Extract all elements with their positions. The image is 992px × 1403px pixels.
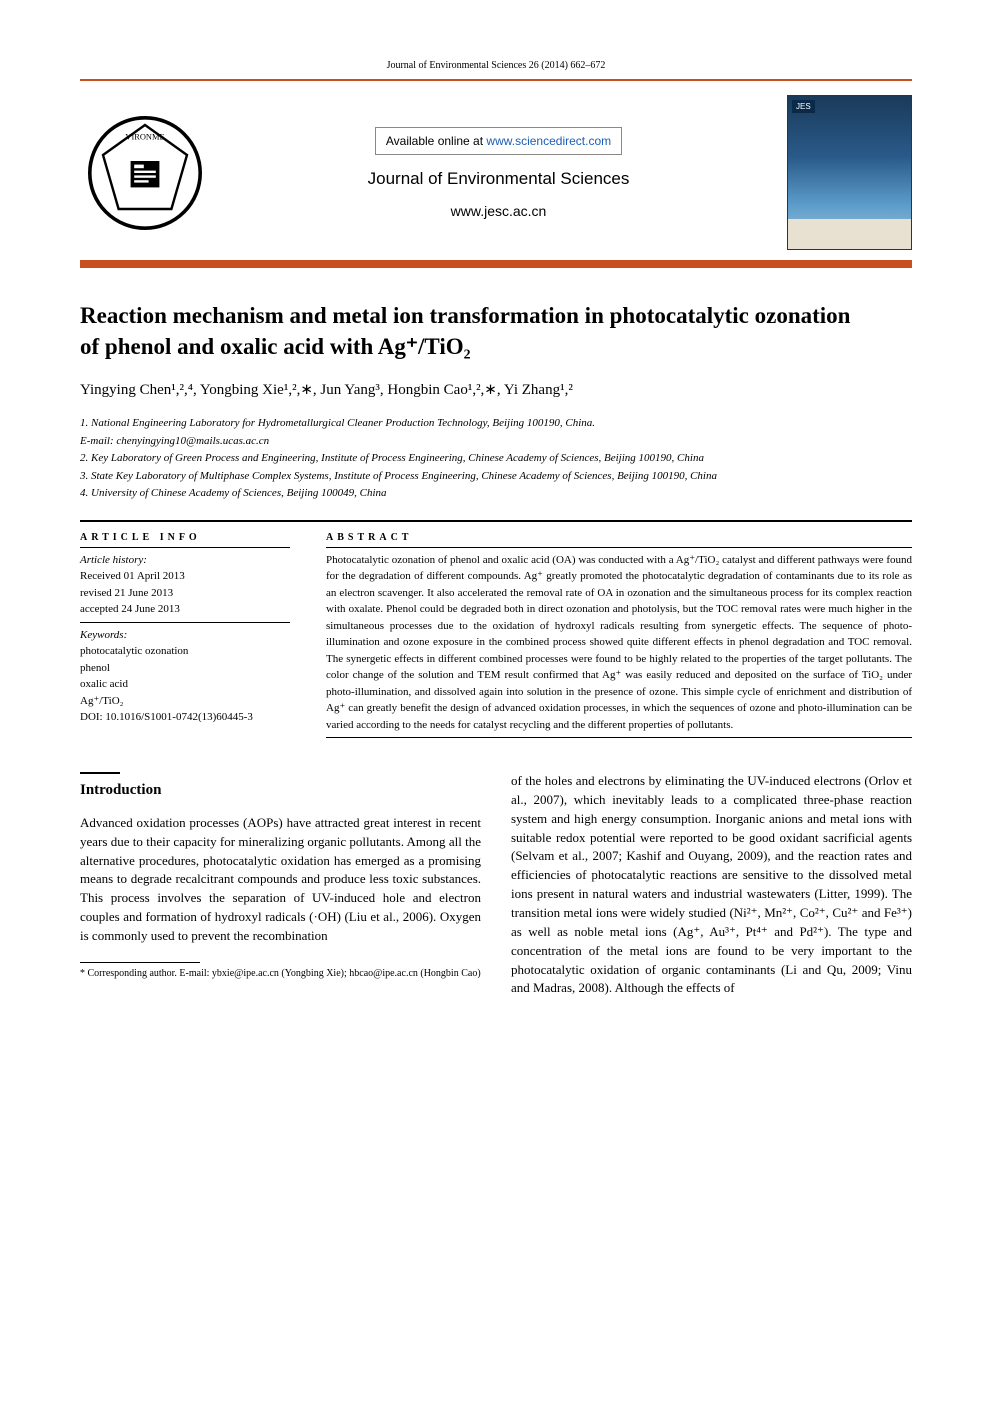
abstract-bottom-rule (326, 737, 912, 738)
journal-cover-thumbnail: JES (787, 95, 912, 250)
author-list: Yingying Chen¹,²,⁴, Yongbing Xie¹,²,∗, J… (80, 380, 912, 399)
article-title: Reaction mechanism and metal ion transfo… (80, 300, 912, 362)
title-line-1: Reaction mechanism and metal ion transfo… (80, 303, 850, 328)
footnote-rule (80, 962, 200, 963)
affiliation-3: 3. State Key Laboratory of Multiphase Co… (80, 468, 912, 485)
affiliations: 1. National Engineering Laboratory for H… (80, 415, 912, 502)
intro-rule (80, 772, 120, 774)
keywords-title: Keywords: (80, 627, 290, 644)
body-columns: Introduction Advanced oxidation processe… (80, 772, 912, 998)
corresponding-email: E-mail: chenyingying10@mails.ucas.ac.cn (80, 433, 912, 450)
history-accepted: accepted 24 June 2013 (80, 601, 290, 618)
journal-name: Journal of Environmental Sciences (230, 169, 767, 189)
seal-icon: VIRONME (85, 113, 205, 233)
available-prefix: Available online at (386, 134, 487, 148)
running-header: Journal of Environmental Sciences 26 (20… (80, 60, 912, 71)
affiliation-1: 1. National Engineering Laboratory for H… (80, 415, 912, 432)
abstract-text: Photocatalytic ozonation of phenol and o… (326, 547, 912, 734)
journal-site: www.jesc.ac.cn (230, 203, 767, 219)
info-abstract-row: ARTICLE INFO Article history: Received 0… (80, 532, 912, 739)
keyword-1: photocatalytic ozonation (80, 643, 290, 660)
introduction-heading: Introduction (80, 780, 481, 802)
corresponding-footnote: * Corresponding author. E-mail: ybxie@ip… (80, 967, 481, 981)
intro-paragraph-1: Advanced oxidation processes (AOPs) have… (80, 814, 481, 946)
doi: DOI: 10.1016/S1001-0742(13)60445-3 (80, 709, 290, 726)
abstract-head: ABSTRACT (326, 532, 912, 543)
header-center: Available online at www.sciencedirect.co… (230, 127, 767, 219)
keywords-block: Keywords: photocatalytic ozonation pheno… (80, 622, 290, 730)
title-line-2: of phenol and oxalic acid with Ag⁺/TiO₂ (80, 334, 471, 359)
sciencedirect-link[interactable]: www.sciencedirect.com (486, 134, 611, 148)
history-received: Received 01 April 2013 (80, 568, 290, 585)
cover-bottom-band (788, 219, 911, 249)
keyword-2: phenol (80, 660, 290, 677)
affiliation-2: 2. Key Laboratory of Green Process and E… (80, 450, 912, 467)
journal-header-block: VIRONME Available online at www.scienced… (80, 81, 912, 268)
article-history-block: Article history: Received 01 April 2013 … (80, 547, 290, 622)
svg-text:VIRONME: VIRONME (125, 132, 164, 141)
body-column-right: of the holes and electrons by eliminatin… (511, 772, 912, 998)
paper-page: Journal of Environmental Sciences 26 (20… (0, 0, 992, 1038)
history-title: Article history: (80, 552, 290, 569)
article-info-head: ARTICLE INFO (80, 532, 290, 543)
abstract-column: ABSTRACT Photocatalytic ozonation of phe… (326, 532, 912, 739)
history-revised: revised 21 June 2013 (80, 585, 290, 602)
intro-paragraph-2: of the holes and electrons by eliminatin… (511, 772, 912, 998)
article-info-column: ARTICLE INFO Article history: Received 0… (80, 532, 290, 739)
section-rule-top (80, 520, 912, 522)
cover-tag: JES (792, 100, 815, 113)
keyword-4: Ag⁺/TiO₂ (80, 693, 290, 710)
keyword-3: oxalic acid (80, 676, 290, 693)
available-online-box: Available online at www.sciencedirect.co… (375, 127, 622, 155)
affiliation-4: 4. University of Chinese Academy of Scie… (80, 485, 912, 502)
society-logo: VIRONME (80, 108, 210, 238)
body-column-left: Introduction Advanced oxidation processe… (80, 772, 481, 998)
